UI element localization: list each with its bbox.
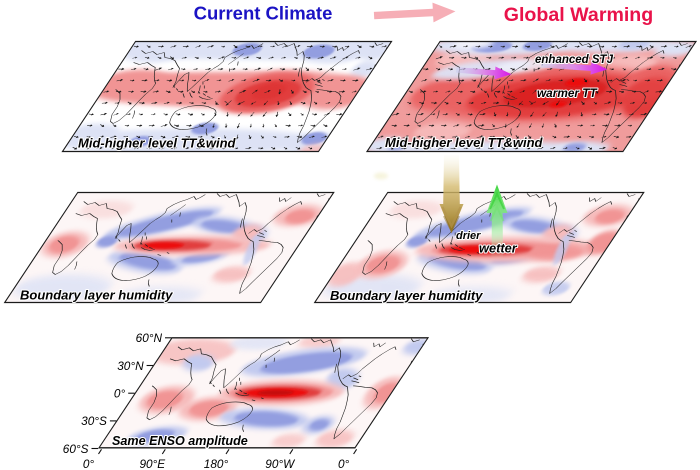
svg-text:enhanced STJ: enhanced STJ [535,54,614,66]
svg-text:90°W: 90°W [265,457,296,470]
svg-text:drier: drier [456,230,481,242]
svg-text:Mid-higher level TT&wind: Mid-higher level TT&wind [385,135,544,150]
svg-text:30°S: 30°S [81,414,107,428]
svg-text:Mid-higher level TT&wind: Mid-higher level TT&wind [78,136,237,151]
svg-text:60°N: 60°N [136,331,163,345]
svg-text:Boundary layer humidity: Boundary layer humidity [20,288,173,303]
svg-text:warmer TT: warmer TT [537,86,598,100]
svg-text:0°: 0° [114,387,126,401]
svg-text:90°E: 90°E [139,457,165,470]
svg-text:30°N: 30°N [117,359,144,373]
svg-text:60°S: 60°S [63,442,89,456]
svg-text:Same ENSO amplitude: Same ENSO amplitude [112,434,248,448]
svg-text:180°: 180° [204,457,229,470]
svg-text:Global Warming: Global Warming [504,4,654,26]
svg-text:Current Climate: Current Climate [194,3,333,24]
svg-text:Boundary layer humidity: Boundary layer humidity [330,288,483,303]
svg-text:0°: 0° [83,457,95,470]
svg-text:wetter: wetter [479,241,518,256]
svg-text:0°: 0° [338,457,350,470]
